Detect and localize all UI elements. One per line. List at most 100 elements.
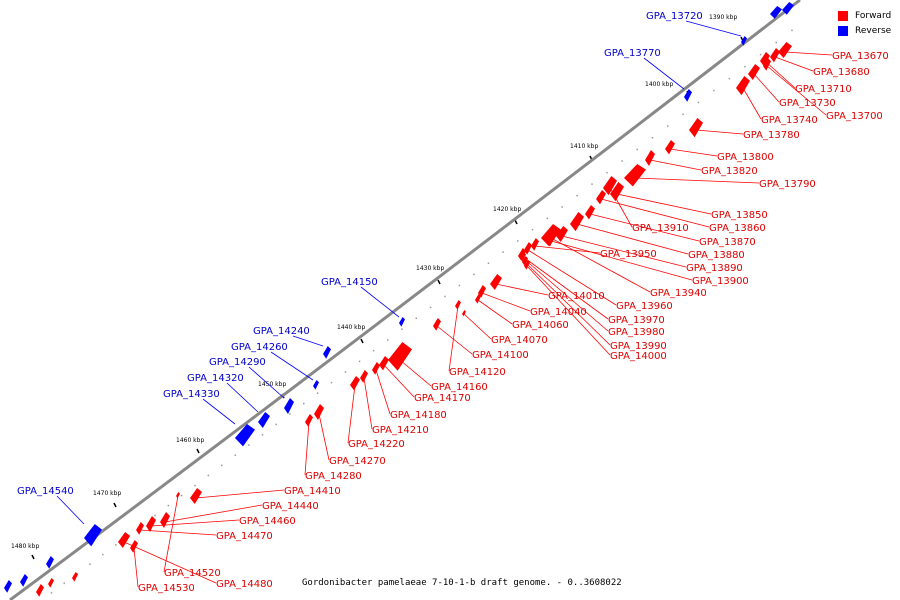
tick-mark xyxy=(196,448,200,454)
forward-gene-arrow xyxy=(763,58,771,71)
tick-label: 1390 kbp xyxy=(709,14,737,21)
reverse-gene-label: GPA_14150 xyxy=(321,277,378,288)
forward-gene-arrow xyxy=(778,42,792,58)
forward-gene-arrow xyxy=(372,362,380,375)
backbone-dot xyxy=(744,65,746,68)
forward-gene-leader xyxy=(139,529,217,536)
forward-gene-leader xyxy=(616,193,712,215)
tick-label: 1420 kbp xyxy=(493,206,521,213)
reverse-gene-leader xyxy=(685,20,742,37)
backbone-dot xyxy=(651,137,654,139)
backbone-dot xyxy=(387,339,389,341)
reverse-gene-arrow xyxy=(313,380,319,390)
forward-gene-leader xyxy=(695,129,744,135)
forward-gene-arrow xyxy=(531,238,539,251)
forward-gene-leader xyxy=(383,364,415,398)
forward-gene-arrow xyxy=(462,310,466,317)
forward-gene-arrow xyxy=(518,248,526,261)
forward-gene-leader xyxy=(123,541,217,584)
forward-gene-label: GPA_13860 xyxy=(709,223,766,234)
forward-gene-leader xyxy=(527,249,617,306)
legend-forward-label: Forward xyxy=(855,10,892,21)
forward-gene-leader xyxy=(634,177,760,184)
backbone-dot xyxy=(358,360,361,363)
forward-gene-arrow xyxy=(36,584,44,597)
forward-gene-label: GPA_14120 xyxy=(449,367,506,378)
forward-gene-leader xyxy=(318,413,330,461)
forward-gene-leader xyxy=(609,187,633,228)
tick-mark xyxy=(437,279,441,285)
forward-gene-label: GPA_14210 xyxy=(372,425,429,436)
forward-gene-leader xyxy=(649,159,702,171)
reverse-gene-leader xyxy=(360,286,400,318)
forward-gene-label: GPA_14470 xyxy=(216,531,273,542)
forward-gene-leader xyxy=(550,240,693,281)
forward-gene-leader xyxy=(150,519,240,527)
backbone-dot xyxy=(759,53,762,56)
forward-gene-arrow xyxy=(118,532,130,548)
forward-gene-leader xyxy=(561,235,687,268)
backbone-dot xyxy=(444,295,446,298)
forward-gene-label: GPA_13960 xyxy=(616,301,673,312)
forward-gene-arrow xyxy=(360,370,368,383)
forward-gene-leader xyxy=(589,213,700,242)
forward-gene-arrow xyxy=(350,376,360,391)
forward-gene-arrow xyxy=(176,492,180,499)
reverse-gene-label: GPA_14290 xyxy=(209,357,266,368)
backbone-dot xyxy=(275,423,277,426)
tick-label: 1430 kbp xyxy=(416,265,444,272)
forward-gene-arrow xyxy=(760,52,770,67)
forward-gene-label: GPA_14100 xyxy=(472,350,529,361)
reverse-gene-arrow xyxy=(684,89,692,102)
forward-gene-leader xyxy=(477,299,513,325)
backbone-dot xyxy=(316,392,319,394)
forward-gene-label: GPA_13980 xyxy=(608,327,665,338)
forward-gene-arrow xyxy=(72,572,78,582)
forward-gene-label: GPA_14270 xyxy=(329,456,386,467)
reverse-gene-label: GPA_13770 xyxy=(604,48,661,59)
forward-gene-label: GPA_14000 xyxy=(610,351,667,362)
backbone-dot xyxy=(344,371,347,373)
backbone-dot xyxy=(621,160,623,162)
reverse-gene-leader xyxy=(643,57,685,90)
forward-gene-label: GPA_14280 xyxy=(305,471,362,482)
forward-gene-leader xyxy=(375,369,391,415)
backbone-dot xyxy=(115,544,117,546)
legend-reverse-label: Reverse xyxy=(855,25,892,36)
backbone-dot xyxy=(636,148,639,151)
forward-gene-label: GPA_13700 xyxy=(826,111,883,122)
forward-gene-label: GPA_14040 xyxy=(530,307,587,318)
forward-gene-leader xyxy=(347,384,356,444)
forward-gene-arrow xyxy=(596,190,606,205)
backbone-dot xyxy=(261,433,264,436)
backbone-dot xyxy=(330,381,333,384)
forward-gene-label: GPA_13890 xyxy=(686,263,743,274)
backbone-dot xyxy=(517,240,519,242)
forward-gene-arrow xyxy=(455,300,461,310)
tick-mark xyxy=(360,338,364,344)
forward-gene-arrow xyxy=(770,48,780,63)
backbone-dot xyxy=(429,306,432,309)
forward-gene-label: GPA_14060 xyxy=(512,320,569,331)
forward-gene-label: GPA_14530 xyxy=(138,583,195,594)
reverse-gene-arrow xyxy=(284,398,294,414)
backbone-dot xyxy=(372,349,375,352)
backbone-dot xyxy=(606,171,608,174)
backbone-dot xyxy=(576,194,578,197)
backbone-dot xyxy=(458,284,461,287)
forward-swatch xyxy=(838,10,848,21)
forward-gene-arrow xyxy=(624,164,646,187)
backbone-dot xyxy=(502,251,504,253)
forward-gene-leader xyxy=(784,51,833,56)
forward-gene-label: GPA_14070 xyxy=(491,335,548,346)
forward-gene-label: GPA_14180 xyxy=(390,410,447,421)
backbone-dot xyxy=(180,494,183,497)
forward-gene-leader xyxy=(448,305,459,372)
forward-gene-label: GPA_13940 xyxy=(650,288,707,299)
genome-backbone xyxy=(9,0,801,600)
forward-gene-leader xyxy=(526,265,611,356)
forward-gene-leader xyxy=(753,73,780,103)
reverse-gene-arrow xyxy=(46,556,54,569)
forward-gene-label: GPA_13740 xyxy=(761,115,818,126)
reverse-gene-label: GPA_14540 xyxy=(17,486,74,497)
